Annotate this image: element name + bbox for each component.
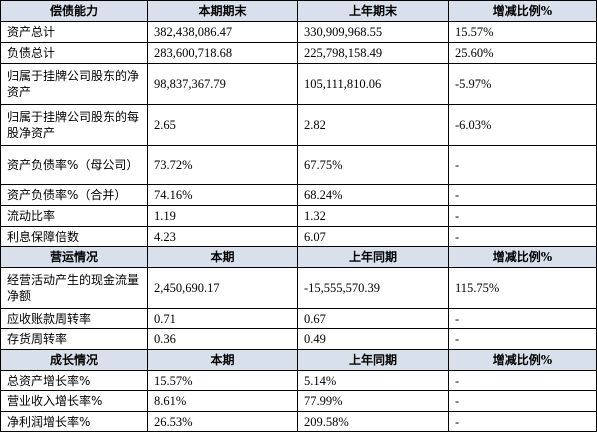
- prior-value: 105,111,810.06: [297, 63, 449, 105]
- current-value: 15.57%: [147, 370, 298, 391]
- current-value: 0.71: [147, 308, 298, 329]
- table-row: 流动比率 1.19 1.32 -: [0, 205, 597, 227]
- row-label: 负债总计: [0, 42, 148, 64]
- section-header-operations: 营运情况 本期 上年同期 增减比例%: [0, 246, 597, 268]
- change-percent: -: [448, 145, 597, 185]
- row-label: 归属于挂牌公司股东的净资产: [0, 63, 148, 105]
- row-label: 资产负债率%（合并）: [0, 184, 148, 206]
- prior-value: 0.49: [297, 328, 449, 350]
- row-label: 资产负债率%（母公司）: [0, 145, 148, 185]
- current-value: 26.53%: [147, 411, 298, 432]
- row-label: 流动比率: [0, 205, 148, 227]
- current-value: 98,837,367.79: [147, 63, 298, 105]
- prior-value: 6.07: [297, 226, 449, 247]
- prior-value: 2.82: [297, 104, 449, 146]
- prior-value: 67.75%: [297, 145, 449, 185]
- current-value: 74.16%: [147, 184, 298, 206]
- table-row: 经营活动产生的现金流量净额 2,450,690.17 -15,555,570.3…: [0, 267, 597, 309]
- prior-value: 77.99%: [297, 390, 449, 412]
- table-row: 利息保障倍数 4.23 6.07 -: [0, 226, 597, 247]
- section-header-growth: 成长情况 本期 上年同期 增减比例%: [0, 349, 597, 371]
- change-percent: -: [448, 411, 597, 432]
- current-value: 73.72%: [147, 145, 298, 185]
- table-row: 应收账款周转率 0.71 0.67 -: [0, 308, 597, 329]
- table-row: 存货周转率 0.36 0.49 -: [0, 328, 597, 350]
- current-value: 4.23: [147, 226, 298, 247]
- change-percent: -: [448, 390, 597, 412]
- change-percent: 15.57%: [448, 21, 597, 43]
- header-cell: 增减比例%: [448, 349, 597, 371]
- row-label: 应收账款周转率: [0, 308, 148, 329]
- change-percent: -: [448, 184, 597, 206]
- row-label: 存货周转率: [0, 328, 148, 350]
- row-label: 利息保障倍数: [0, 226, 148, 247]
- section-header-solvency: 偿债能力 本期期末 上年期末 增减比例%: [0, 0, 597, 22]
- prior-value: 330,909,968.55: [297, 21, 449, 43]
- current-value: 382,438,086.47: [147, 21, 298, 43]
- table-row: 归属于挂牌公司股东的每股净资产 2.65 2.82 -6.03%: [0, 104, 597, 146]
- change-percent: -5.97%: [448, 63, 597, 105]
- change-percent: -: [448, 308, 597, 329]
- header-cell: 上年同期: [297, 349, 449, 371]
- header-cell: 增减比例%: [448, 0, 597, 22]
- table-row: 营业收入增长率% 8.61% 77.99% -: [0, 390, 597, 412]
- header-cell: 偿债能力: [0, 0, 148, 22]
- current-value: 8.61%: [147, 390, 298, 412]
- table-row: 总资产增长率% 15.57% 5.14% -: [0, 370, 597, 391]
- row-label: 净利润增长率%: [0, 411, 148, 432]
- table-row: 资产负债率%（合并） 74.16% 68.24% -: [0, 184, 597, 206]
- prior-value: 0.67: [297, 308, 449, 329]
- table-row: 资产总计 382,438,086.47 330,909,968.55 15.57…: [0, 21, 597, 43]
- prior-value: 5.14%: [297, 370, 449, 391]
- prior-value: 1.32: [297, 205, 449, 227]
- header-cell: 营运情况: [0, 246, 148, 268]
- row-label: 营业收入增长率%: [0, 390, 148, 412]
- header-cell: 增减比例%: [448, 246, 597, 268]
- change-percent: -: [448, 370, 597, 391]
- table-row: 归属于挂牌公司股东的净资产 98,837,367.79 105,111,810.…: [0, 63, 597, 105]
- prior-value: -15,555,570.39: [297, 267, 449, 309]
- table-row: 净利润增长率% 26.53% 209.58% -: [0, 411, 597, 432]
- row-label: 归属于挂牌公司股东的每股净资产: [0, 104, 148, 146]
- change-percent: -: [448, 328, 597, 350]
- header-cell: 本期: [147, 246, 298, 268]
- header-cell: 本期期末: [147, 0, 298, 22]
- current-value: 1.19: [147, 205, 298, 227]
- prior-value: 209.58%: [297, 411, 449, 432]
- prior-value: 68.24%: [297, 184, 449, 206]
- current-value: 0.36: [147, 328, 298, 350]
- table-row: 负债总计 283,600,718.68 225,798,158.49 25.60…: [0, 42, 597, 64]
- current-value: 2.65: [147, 104, 298, 146]
- header-cell: 本期: [147, 349, 298, 371]
- prior-value: 225,798,158.49: [297, 42, 449, 64]
- header-cell: 上年同期: [297, 246, 449, 268]
- row-label: 总资产增长率%: [0, 370, 148, 391]
- current-value: 2,450,690.17: [147, 267, 298, 309]
- change-percent: -: [448, 226, 597, 247]
- current-value: 283,600,718.68: [147, 42, 298, 64]
- change-percent: -6.03%: [448, 104, 597, 146]
- change-percent: 115.75%: [448, 267, 597, 309]
- table-row: 资产负债率%（母公司） 73.72% 67.75% -: [0, 145, 597, 185]
- row-label: 资产总计: [0, 21, 148, 43]
- header-cell: 上年期末: [297, 0, 449, 22]
- header-cell: 成长情况: [0, 349, 148, 371]
- change-percent: -: [448, 205, 597, 227]
- row-label: 经营活动产生的现金流量净额: [0, 267, 148, 309]
- change-percent: 25.60%: [448, 42, 597, 64]
